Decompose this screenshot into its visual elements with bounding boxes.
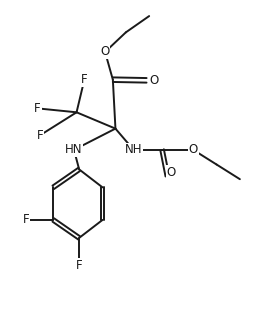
Text: F: F <box>34 102 41 115</box>
Text: O: O <box>150 74 159 87</box>
Text: O: O <box>100 45 110 59</box>
Text: F: F <box>23 214 29 226</box>
Text: NH: NH <box>125 143 142 156</box>
Text: O: O <box>167 166 176 179</box>
Text: F: F <box>76 259 83 272</box>
Text: O: O <box>189 143 198 156</box>
Text: HN: HN <box>65 143 83 156</box>
Text: F: F <box>81 73 88 86</box>
Text: F: F <box>81 73 88 86</box>
Text: F: F <box>37 129 43 142</box>
